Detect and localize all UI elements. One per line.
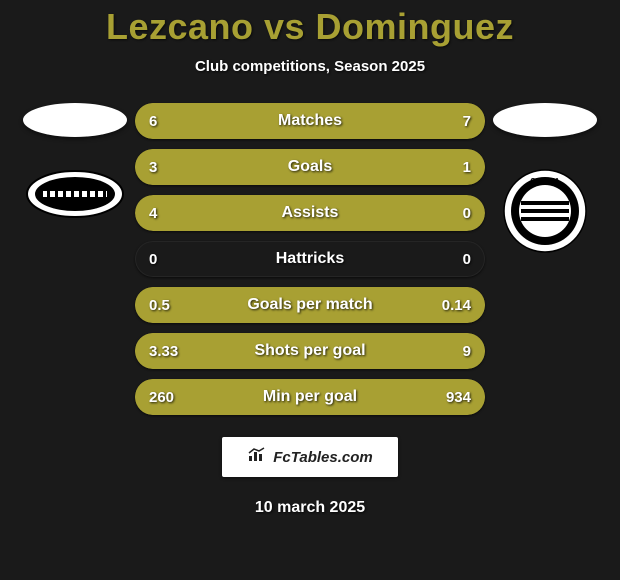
stat-label: Min per goal	[135, 379, 485, 415]
stat-label: Matches	[135, 103, 485, 139]
stat-bar: 0.50.14Goals per match	[135, 287, 485, 323]
stat-label: Goals	[135, 149, 485, 185]
left-player-column	[15, 103, 135, 219]
stat-label: Assists	[135, 195, 485, 231]
left-club-badge	[25, 169, 125, 219]
stat-label: Hattricks	[135, 241, 485, 277]
watermark-badge[interactable]: FcTables.com	[222, 437, 398, 477]
date-label: 10 march 2025	[255, 499, 365, 517]
stat-label: Shots per goal	[135, 333, 485, 369]
stat-label: Goals per match	[135, 287, 485, 323]
subtitle: Club competitions, Season 2025	[195, 58, 425, 75]
page-title: Lezcano vs Dominguez	[106, 6, 514, 48]
stat-bar: 3.339Shots per goal	[135, 333, 485, 369]
main-row: 67Matches 31Goals 40Assists 00Hattricks 0.50…	[0, 103, 620, 415]
stats-column: 67Matches 31Goals 40Assists 00Hattricks 0.50…	[135, 103, 485, 415]
right-player-column: OLIMPIA	[485, 103, 605, 253]
right-club-badge: OLIMPIA	[503, 169, 587, 253]
left-player-avatar-placeholder	[23, 103, 127, 137]
stat-bar: 67Matches	[135, 103, 485, 139]
comparison-card: Lezcano vs Dominguez Club competitions, …	[0, 0, 620, 580]
svg-text:OLIMPIA: OLIMPIA	[530, 178, 559, 185]
chart-icon	[247, 447, 267, 468]
stat-bar: 40Assists	[135, 195, 485, 231]
right-player-avatar-placeholder	[493, 103, 597, 137]
stat-bar: 31Goals	[135, 149, 485, 185]
watermark-text: FcTables.com	[273, 449, 372, 466]
stat-bar: 00Hattricks	[135, 241, 485, 277]
stat-bar: 260934Min per goal	[135, 379, 485, 415]
